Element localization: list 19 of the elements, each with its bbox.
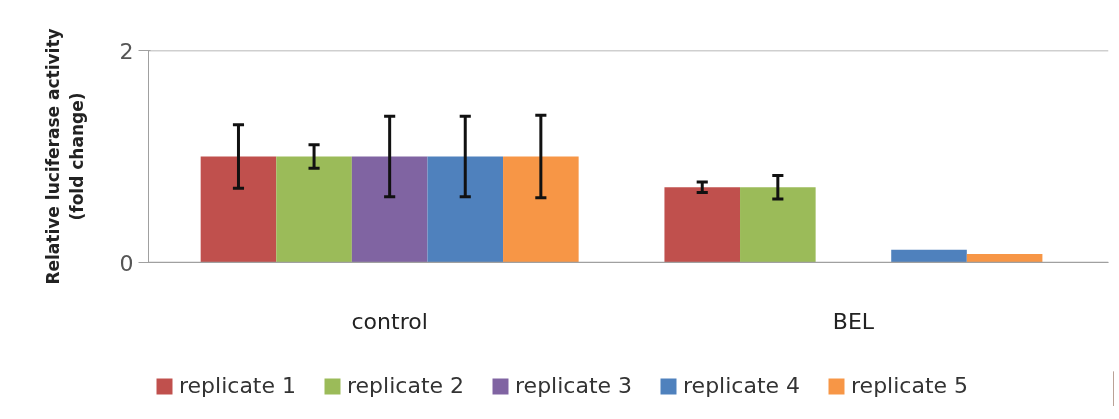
legend-label: replicate 1 — [179, 373, 297, 398]
bar — [966, 254, 1043, 263]
bar — [276, 156, 352, 263]
y-tick-label: 0 — [119, 250, 134, 276]
bar — [200, 156, 277, 263]
bar — [427, 156, 504, 263]
legend-label: replicate 2 — [347, 373, 465, 398]
legend-label: replicate 3 — [515, 373, 633, 398]
legend-label: replicate 4 — [683, 373, 801, 398]
legend-label: replicate 5 — [851, 373, 969, 398]
bar — [664, 187, 741, 263]
bar — [351, 156, 428, 263]
bar — [740, 187, 816, 263]
bar — [891, 249, 967, 263]
x-tick-label: control — [351, 308, 428, 334]
bar — [503, 156, 579, 263]
x-tick-label: BEL — [832, 308, 875, 334]
y-tick-label: 2 — [119, 38, 134, 64]
y-axis-title: Relative luciferase activity (fold change) — [42, 28, 87, 285]
